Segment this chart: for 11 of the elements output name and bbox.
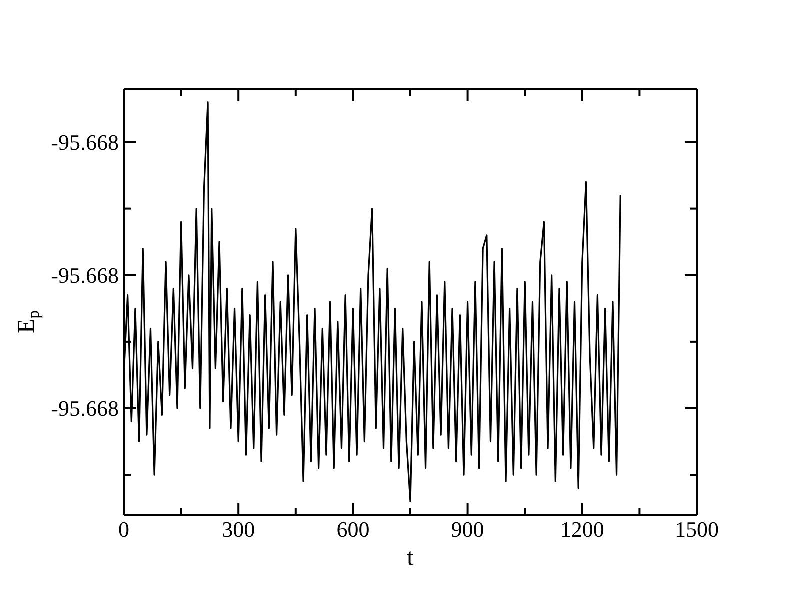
x-tick-label: 1200 (560, 517, 604, 542)
y-tick-label: -95.668 (51, 396, 119, 422)
y-tick-label: -95.668 (51, 263, 119, 288)
x-tick-label: 300 (222, 517, 256, 542)
x-tick-label: 600 (336, 517, 370, 542)
line-series (124, 102, 622, 502)
y-tick-label: -95.668 (51, 130, 119, 155)
x-tick-label: 0 (118, 517, 130, 542)
x-tick-label: 900 (451, 517, 484, 542)
x-axis-title: t (407, 545, 414, 571)
x-tick-label: 1500 (675, 517, 719, 542)
